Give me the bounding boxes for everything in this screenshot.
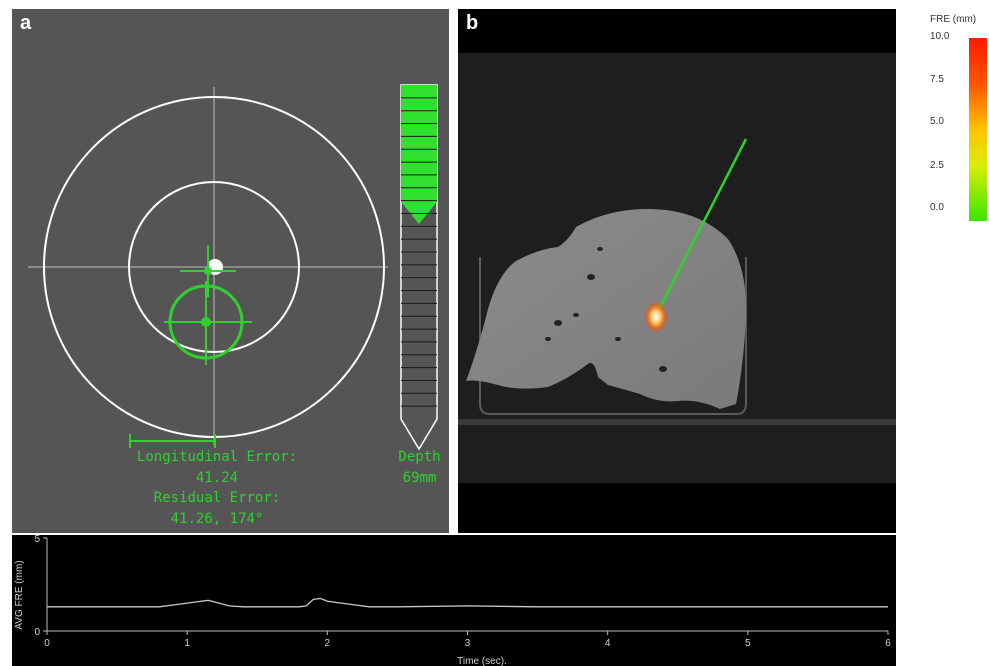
ct-scan-image	[458, 53, 896, 483]
x-tick-label: 0	[44, 638, 50, 649]
fre-plot-svg: AVG FRE (mm) Time (sec). 0 1 2 3 4 5 6 0 5	[14, 535, 891, 666]
depth-value: 69mm	[402, 470, 437, 486]
targeting-panel: a	[12, 9, 449, 533]
y-tick-label: 5	[34, 535, 40, 545]
ct-scan-panel: b	[458, 9, 896, 533]
fre-legend-tick: 7.5	[930, 74, 944, 85]
scanner-table	[458, 419, 896, 425]
x-tick-label: 2	[325, 638, 331, 649]
specimen-tray	[479, 257, 747, 415]
residual-error-label: Residual Error:	[153, 490, 281, 506]
targeting-view	[28, 84, 438, 451]
needle-tip-marker	[180, 245, 236, 297]
fre-plot-xlabel: Time (sec).	[457, 656, 507, 666]
x-tick-label: 1	[184, 638, 190, 649]
panel-b-label: b	[466, 12, 479, 34]
fre-line-series	[47, 597, 888, 608]
longitudinal-error-label: Longitudinal Error:	[136, 449, 298, 465]
longitudinal-error-value: 41.24	[195, 470, 239, 486]
fre-time-plot: AVG FRE (mm) Time (sec). 0 1 2 3 4 5 6 0 5	[12, 535, 896, 666]
fre-color-bar	[969, 38, 987, 221]
needle-path	[654, 138, 748, 316]
y-tick-label: 0	[34, 627, 40, 638]
fre-legend-title: FRE (mm)	[930, 14, 977, 25]
liver-tissue	[466, 209, 747, 409]
x-tick-label: 4	[605, 638, 611, 649]
vessels	[545, 247, 667, 372]
x-tick-label: 5	[745, 638, 751, 649]
x-tick-label: 6	[885, 638, 891, 649]
needle-trajectory-marker	[164, 281, 252, 365]
depth-fill	[401, 85, 437, 224]
fre-legend-tick: 10.0	[930, 31, 950, 42]
needle-tip-glow	[644, 301, 668, 333]
fre-color-legend: FRE (mm) 10.0 7.5 5.0 2.5 0.0	[922, 14, 988, 221]
fre-legend-tick: 0.0	[930, 202, 944, 213]
depth-gauge	[400, 84, 438, 451]
x-tick-label: 3	[465, 638, 471, 649]
depth-label: Depth	[398, 449, 441, 465]
scale-bar	[129, 434, 216, 448]
inner-tolerance-ring	[128, 181, 300, 353]
fre-legend-tick: 5.0	[930, 116, 944, 127]
fre-legend-tick: 2.5	[930, 160, 944, 171]
fre-plot-ylabel: AVG FRE (mm)	[14, 560, 25, 629]
panel-a-label: a	[20, 12, 32, 34]
residual-error-value: 41.26, 174°	[170, 511, 264, 527]
